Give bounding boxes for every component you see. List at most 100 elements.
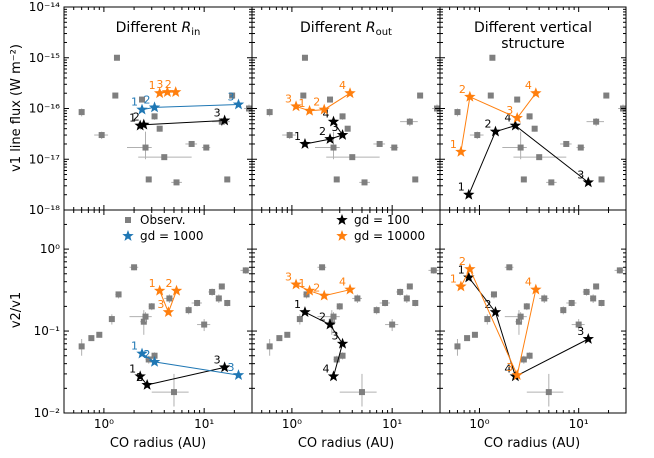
gd100-star [509, 119, 522, 131]
gd10000-point-label: 2 [313, 96, 320, 109]
gd10000-star [169, 86, 182, 97]
obs-point [520, 356, 527, 363]
gd1000-point-label: 2 [144, 93, 151, 106]
obs-point [583, 288, 590, 295]
gd10000-point-label: 4 [525, 79, 532, 92]
gd1000-star [148, 355, 161, 367]
gd1000-point-label: 3 [227, 90, 234, 103]
y-tick-label: 10⁻¹⁶ [29, 102, 60, 116]
obs-point [523, 303, 530, 310]
gd10000-point-label: 1 [299, 277, 306, 290]
obs-point [203, 144, 210, 151]
obs-point [389, 321, 396, 328]
obs-point [330, 144, 337, 151]
gd10000-star [455, 145, 467, 157]
obs-point [406, 283, 413, 290]
gd100-point-label: 3 [214, 107, 221, 120]
obs-point [358, 389, 365, 396]
gd10000-point-label: 1 [149, 79, 156, 92]
legend-label: gd = 10000 [354, 229, 425, 243]
panel-title-rin: Different Rin [116, 20, 201, 38]
gd10000-point-label: 2 [313, 282, 320, 295]
gd1000-point-label: 1 [131, 340, 138, 353]
gd10000-point-label: 4 [339, 79, 346, 92]
gd10000-point-label: 4 [339, 276, 346, 289]
obs-point [531, 125, 538, 132]
obs-point [403, 295, 410, 302]
obs-point [336, 303, 343, 310]
obs-point [349, 154, 356, 161]
gd100-star [336, 129, 349, 140]
gd10000-point-label: 1 [450, 272, 457, 285]
gd10000-star [303, 104, 316, 116]
gd10000-star [153, 284, 166, 296]
gd10000-star [530, 283, 542, 295]
gd10000-point-label: 1 [299, 97, 306, 110]
obs-point [330, 313, 337, 320]
gd10000-star [511, 369, 523, 380]
legend-star-icon [336, 230, 348, 241]
gd100-point-label: 2 [136, 371, 143, 384]
gd100-star [134, 370, 146, 382]
gd100-star [327, 370, 340, 382]
gd100-star [489, 125, 502, 137]
obs-point [412, 176, 419, 183]
x-tick-label: 10⁰ [282, 417, 302, 431]
gd10000-point-label: 3 [506, 361, 513, 374]
gd100-point-label: 3 [332, 330, 339, 343]
obs-point [598, 176, 605, 183]
legend-square-icon [125, 217, 131, 223]
obs-point [514, 96, 521, 103]
obs-point [98, 132, 105, 139]
legend: Observ. gd = 1000 [122, 213, 203, 243]
obs-point [541, 295, 548, 302]
gd10000-star [344, 283, 356, 295]
obs-point [598, 299, 605, 306]
gd10000-star [344, 87, 356, 99]
obs-point [194, 299, 201, 306]
gd100-star [463, 188, 475, 200]
obs-point [142, 144, 149, 151]
obs-point [229, 92, 236, 99]
x-tick-label: 10¹ [194, 417, 214, 431]
gd100-star [489, 306, 502, 318]
obs-point [108, 316, 115, 323]
y-axis-label-bottom: v2/v1 [9, 292, 24, 328]
gd100-star [138, 118, 150, 130]
y-axis-label-top: v1 line flux (W m⁻²) [9, 44, 24, 172]
gd100-point-label: 2 [319, 125, 326, 138]
gd1000-star [232, 369, 245, 380]
gd10000-star [511, 111, 523, 123]
obs-point [517, 313, 524, 320]
panel-title-vertical: Different vertical structure [474, 20, 592, 52]
obs-point [224, 176, 231, 183]
obs-point [148, 303, 155, 310]
gd100-point-label: 4 [323, 362, 330, 375]
obs-point [142, 313, 149, 320]
obs-point [526, 113, 533, 120]
gd100-point-label: 1 [294, 298, 301, 311]
gd100-star [299, 306, 311, 318]
x-axis-label-1: CO radius (AU) [110, 436, 206, 451]
obs-point [417, 92, 424, 99]
gd100-point-label: 1 [129, 362, 136, 375]
gd10000-line [460, 267, 537, 377]
legend-label: gd = 100 [354, 213, 410, 227]
obs-point [218, 118, 225, 125]
obs-point [577, 144, 584, 151]
obs-point [151, 352, 158, 359]
obs-point [166, 295, 173, 302]
obs-point [603, 92, 610, 99]
obs-point [454, 109, 461, 116]
obs-point [300, 92, 307, 99]
obs-point [590, 295, 597, 302]
legend-star-icon [122, 230, 134, 241]
gd100-point-label: 2 [484, 298, 491, 311]
obs-point [526, 352, 533, 359]
gd100-point-label: 3 [332, 121, 339, 134]
obs-point [185, 307, 192, 314]
gd10000-star [290, 100, 302, 112]
